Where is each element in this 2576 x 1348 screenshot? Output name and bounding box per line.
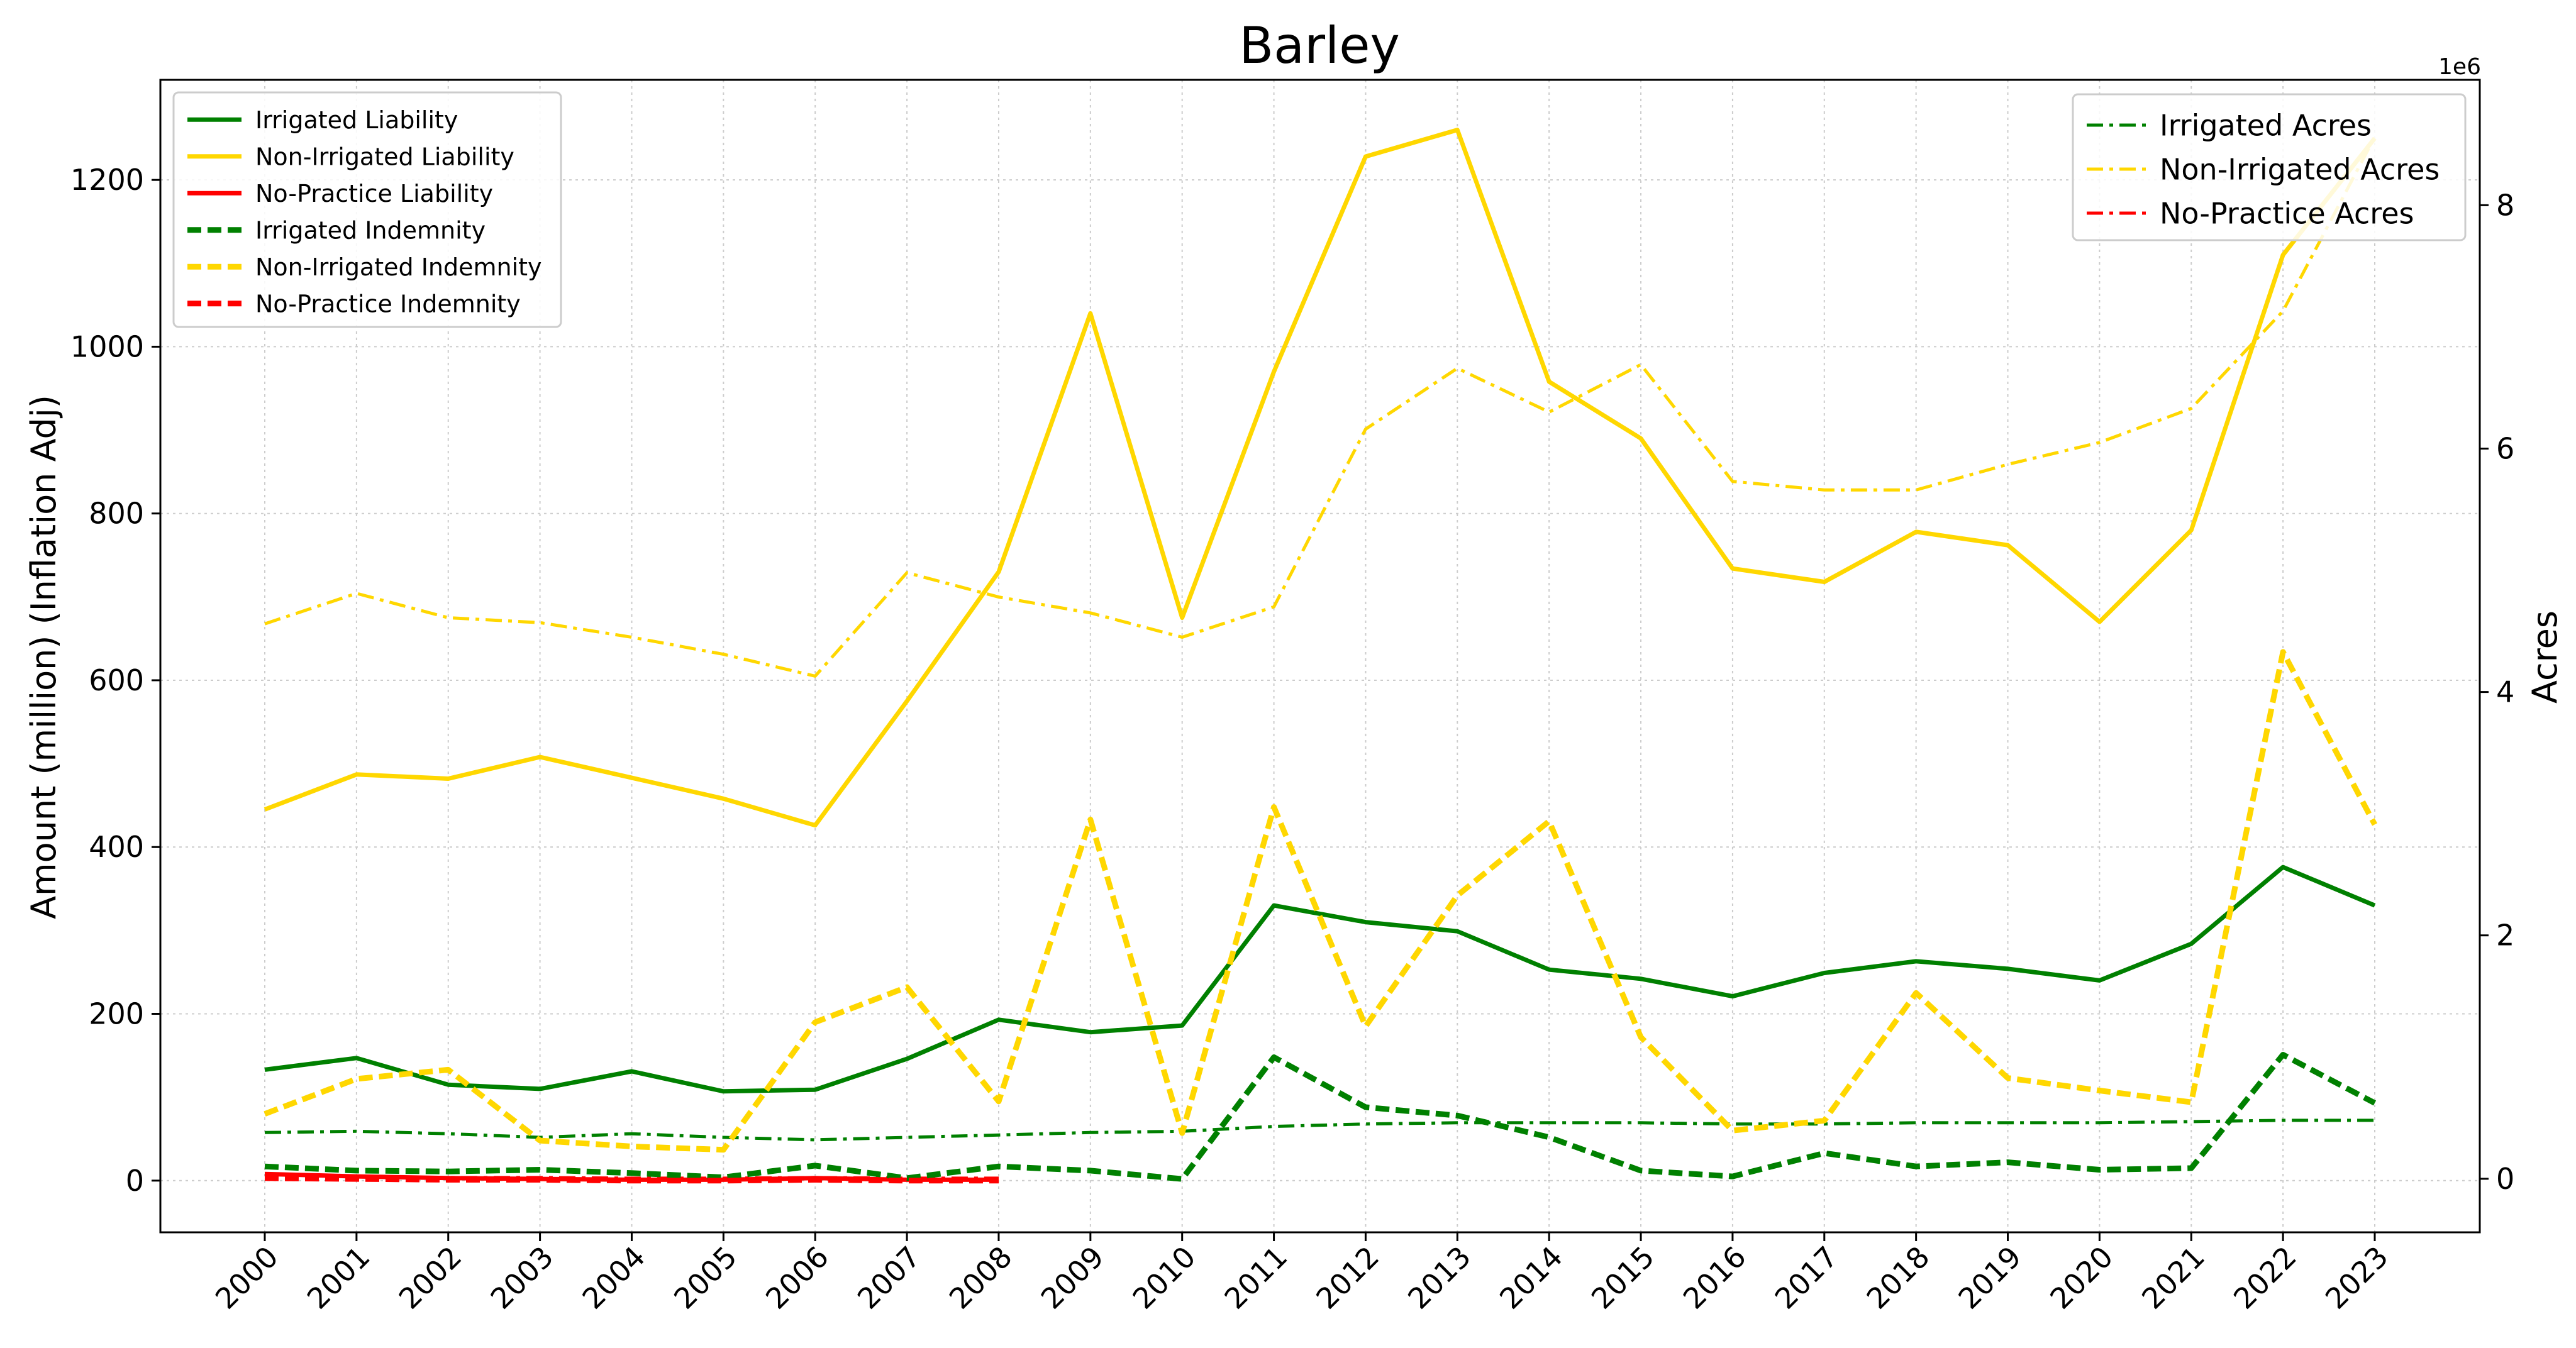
legend-box xyxy=(2072,93,2467,241)
y2-tick-label: 4 xyxy=(2496,675,2514,709)
legend-label: No-Practice Liability xyxy=(255,180,493,207)
legend-left: Irrigated Liability Non-Irrigated Liabili… xyxy=(172,91,562,328)
series-line-non-irrigated-liability xyxy=(264,128,2377,828)
series-line-non-irrigated-indemnity xyxy=(264,649,2377,1153)
series-line-non-irrigated-acres xyxy=(264,136,2377,678)
y-tick-label: 0 xyxy=(126,1164,144,1198)
series-line-irrigated-indemnity xyxy=(264,1052,2377,1182)
y-tick-label: 400 xyxy=(89,830,144,864)
series-line-irrigated-acres xyxy=(264,1119,2375,1142)
y-tick-label: 1000 xyxy=(70,329,144,363)
legend-box xyxy=(172,91,562,328)
legend-label: Irrigated Liability xyxy=(255,106,458,134)
y2-tick-label: 6 xyxy=(2496,431,2514,465)
y2-axis-label: Acres xyxy=(2525,610,2565,704)
legend-label: No-Practice Acres xyxy=(2160,197,2414,231)
series-lines xyxy=(264,128,2377,1184)
y2-tick-label: 8 xyxy=(2496,188,2514,222)
chart-title: Barley xyxy=(1239,16,1400,75)
y-tick-label: 800 xyxy=(89,497,144,531)
grid xyxy=(160,80,2480,1232)
legend-label: Irrigated Indemnity xyxy=(255,216,486,244)
y-axis-label: Amount (million) (Inflation Adj) xyxy=(24,395,64,919)
y-tick-label: 200 xyxy=(89,997,144,1030)
y2-tick-label: 0 xyxy=(2496,1162,2514,1196)
legend-right: Irrigated Acres Non-Irrigated Acres No-Pra… xyxy=(2072,93,2467,241)
y2-offset-label: 1e6 xyxy=(2438,54,2481,80)
legend-label: Non-Irrigated Indemnity xyxy=(255,253,542,281)
legend-label: No-Practice Indemnity xyxy=(255,290,521,318)
series-line-no-practice-indemnity xyxy=(264,1175,999,1184)
y-tick-label: 1200 xyxy=(70,163,144,197)
plot-frame xyxy=(159,79,2481,1234)
legend-label: Irrigated Acres xyxy=(2160,109,2372,143)
y-tick-label: 600 xyxy=(89,663,144,697)
legend-label: Non-Irrigated Liability xyxy=(255,143,514,170)
legend-label: Non-Irrigated Acres xyxy=(2160,153,2440,187)
y2-tick-label: 2 xyxy=(2496,919,2514,953)
series-line-irrigated-liability xyxy=(264,865,2376,1094)
